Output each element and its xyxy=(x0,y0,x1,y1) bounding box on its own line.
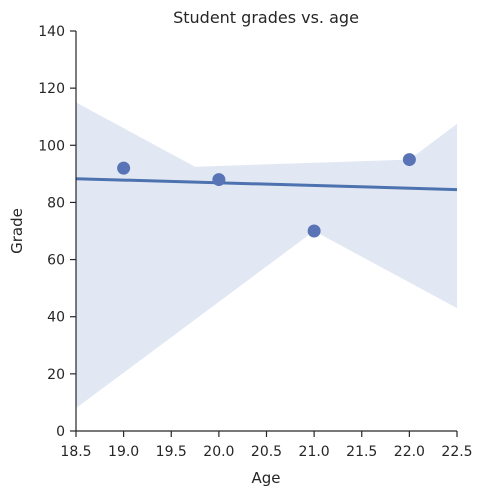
confidence-band xyxy=(76,102,457,409)
chart-title: Student grades vs. age xyxy=(173,8,359,27)
y-tick-label: 60 xyxy=(47,253,65,269)
x-ticks: 18.5 19.0 19.5 20.0 20.5 21.0 21.5 22.0 22.5 xyxy=(60,431,473,460)
y-tick-label: 40 xyxy=(47,310,65,326)
data-point xyxy=(212,173,226,187)
x-tick-label: 19.0 xyxy=(108,444,139,460)
regression-line xyxy=(75,177,458,192)
regression-line-layer xyxy=(75,177,458,192)
x-tick-label: 21.5 xyxy=(346,444,377,460)
y-tick-label: 0 xyxy=(56,424,65,440)
y-ticks: 0 20 40 60 80 100 120 140 xyxy=(38,24,76,440)
x-tick-label: 19.5 xyxy=(156,444,187,460)
x-tick-label: 20.0 xyxy=(203,444,234,460)
y-tick-label: 20 xyxy=(47,367,65,383)
x-tick-label: 22.5 xyxy=(441,444,472,460)
y-axis-label: Grade xyxy=(8,208,26,254)
x-tick-label: 22.0 xyxy=(394,444,425,460)
x-tick-label: 18.5 xyxy=(60,444,91,460)
y-tick-label: 80 xyxy=(47,195,65,211)
y-tick-label: 100 xyxy=(38,138,65,154)
points-layer xyxy=(117,153,416,238)
data-point xyxy=(307,224,321,238)
x-axis-label: Age xyxy=(251,469,280,487)
x-tick-label: 21.0 xyxy=(299,444,330,460)
y-tick-label: 140 xyxy=(38,24,65,40)
y-tick-label: 120 xyxy=(38,81,65,97)
data-point xyxy=(117,161,131,175)
x-tick-label: 20.5 xyxy=(251,444,282,460)
confidence-band-layer xyxy=(76,102,457,409)
data-point xyxy=(402,153,416,167)
